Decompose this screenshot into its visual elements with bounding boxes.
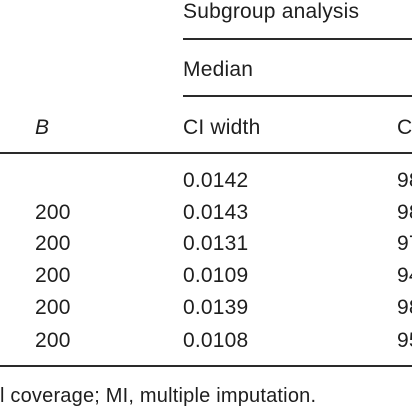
median-rule <box>183 95 412 97</box>
cell-b: 200 <box>35 296 71 319</box>
table-bottom-rule <box>0 365 412 367</box>
median-subheader: Median <box>183 58 254 81</box>
cell-coverage: 95 <box>397 329 412 352</box>
column-header-ci-width: CI width <box>183 116 261 139</box>
column-header-b: B <box>35 116 50 139</box>
cell-ci-width: 0.0143 <box>183 201 249 224</box>
cell-coverage: 97 <box>397 232 412 255</box>
cell-ci-width: 0.0139 <box>183 296 249 319</box>
cell-coverage: 98 <box>397 296 412 319</box>
cell-ci-width: 0.0131 <box>183 232 249 255</box>
cell-ci-width: 0.0109 <box>183 264 249 287</box>
spanner-header: Subgroup analysis <box>183 0 360 23</box>
cell-b: 200 <box>35 264 71 287</box>
cell-ci-width: 0.0142 <box>183 169 249 192</box>
cell-b: 200 <box>35 329 71 352</box>
cell-b: 200 <box>35 232 71 255</box>
spanner-rule <box>183 38 412 40</box>
cell-coverage: 98 <box>397 169 412 192</box>
column-header-coverage: C <box>397 116 412 139</box>
table-footnote: l coverage; MI, multiple imputation. <box>0 385 317 407</box>
cell-ci-width: 0.0108 <box>183 329 249 352</box>
cell-coverage: 98 <box>397 201 412 224</box>
cell-b: 200 <box>35 201 71 224</box>
header-bottom-rule <box>0 152 412 154</box>
cell-coverage: 94 <box>397 264 412 287</box>
